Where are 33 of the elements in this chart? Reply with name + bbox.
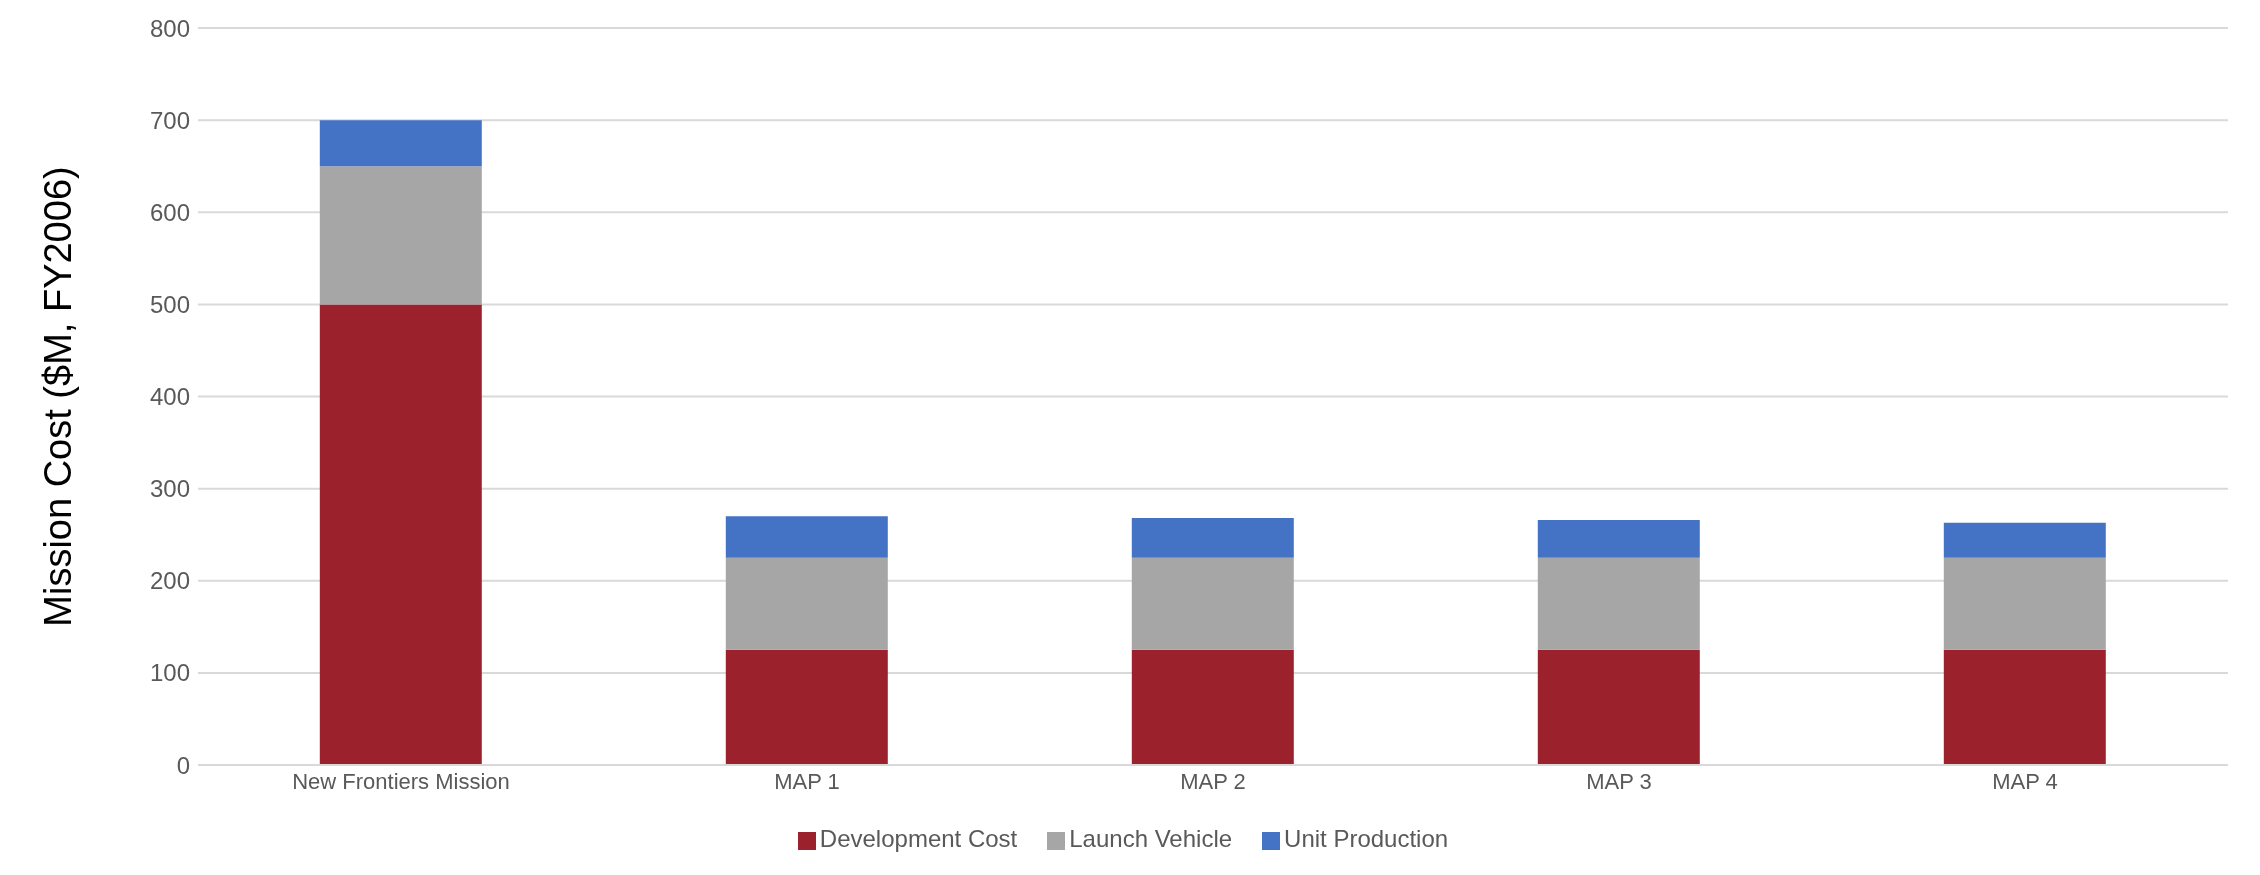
bar bbox=[1537, 557, 1700, 650]
bar bbox=[1943, 557, 2106, 650]
x-tick-label: MAP 2 bbox=[1180, 768, 1246, 794]
y-tick-label: 200 bbox=[149, 567, 190, 595]
bar bbox=[725, 516, 888, 558]
x-tick-label: MAP 4 bbox=[1992, 768, 2058, 794]
bar bbox=[319, 120, 482, 167]
legend-label: Launch Vehicle bbox=[1069, 825, 1233, 852]
y-tick-label: 300 bbox=[149, 475, 190, 503]
legend-label: Unit Production bbox=[1284, 825, 1449, 852]
bar bbox=[1943, 522, 2106, 558]
bar bbox=[1131, 518, 1294, 558]
bar bbox=[725, 649, 888, 765]
bar bbox=[1537, 519, 1700, 558]
y-tick-label: 400 bbox=[149, 383, 190, 411]
y-tick-label: 800 bbox=[149, 14, 190, 42]
bar bbox=[319, 304, 482, 765]
bar bbox=[319, 166, 482, 305]
y-axis-title: Mission Cost ($M, FY2006) bbox=[37, 166, 80, 627]
bar bbox=[1131, 557, 1294, 650]
bar bbox=[1537, 649, 1700, 765]
bar bbox=[1943, 649, 2106, 765]
bar bbox=[725, 557, 888, 650]
y-tick-label: 500 bbox=[149, 290, 190, 318]
x-tick-label: MAP 3 bbox=[1586, 768, 1652, 794]
y-tick-label: 0 bbox=[176, 751, 190, 779]
legend-label: Development Cost bbox=[819, 825, 1018, 852]
y-tick-label: 100 bbox=[149, 659, 190, 687]
x-tick-label: New Frontiers Mission bbox=[292, 768, 510, 794]
x-tick-label: MAP 1 bbox=[774, 768, 840, 794]
bar bbox=[1131, 649, 1294, 765]
y-tick-label: 600 bbox=[149, 198, 190, 226]
y-tick-label: 700 bbox=[149, 106, 190, 134]
